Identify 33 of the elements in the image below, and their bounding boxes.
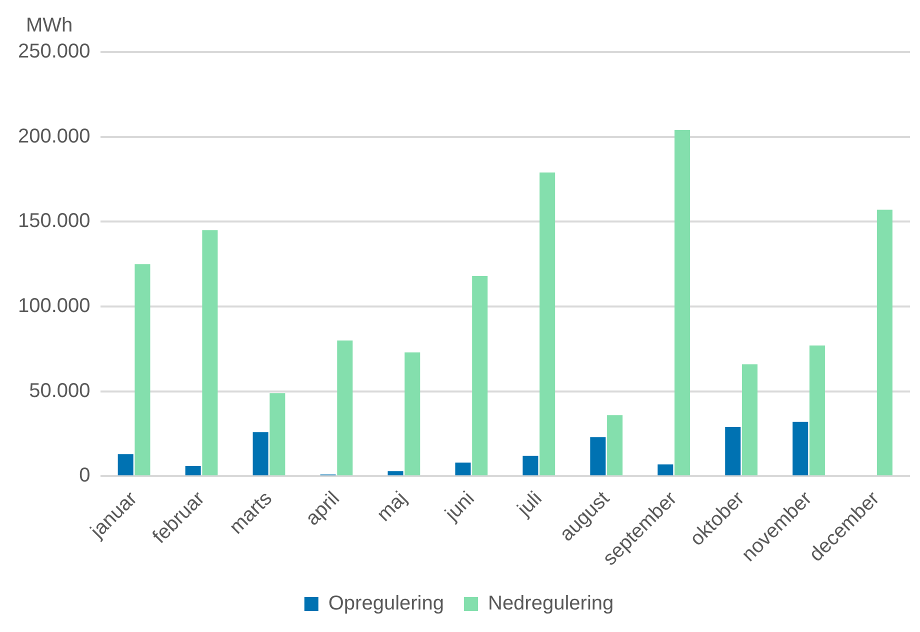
y-tick-label: 50.000 — [29, 380, 90, 402]
bar — [540, 172, 556, 476]
bar — [809, 346, 825, 476]
bar — [590, 437, 606, 476]
y-tick-label: 0 — [79, 464, 90, 487]
bar — [388, 471, 404, 476]
bar — [472, 276, 488, 476]
bar — [522, 456, 538, 476]
y-axis-title: MWh — [26, 14, 73, 37]
bar — [202, 230, 218, 476]
bar — [404, 352, 420, 476]
x-tick-label: maj — [373, 488, 412, 526]
bar — [725, 427, 741, 476]
bar — [607, 415, 623, 476]
bar — [118, 454, 134, 476]
y-tick-label: 100.000 — [18, 295, 90, 318]
bar — [658, 464, 674, 476]
bar — [876, 210, 892, 476]
bar — [455, 462, 471, 476]
legend-label: Opregulering — [328, 592, 444, 615]
bar — [185, 466, 201, 476]
y-tick-label: 150.000 — [18, 210, 90, 232]
bar — [337, 340, 353, 476]
legend-label: Nedregulering — [488, 592, 614, 615]
x-tick-label: juli — [512, 488, 546, 522]
y-tick-label: 250.000 — [18, 40, 90, 63]
bar — [252, 432, 268, 476]
bar — [792, 422, 808, 476]
bar — [134, 264, 150, 476]
bar — [742, 364, 758, 476]
y-tick-label: 200.000 — [18, 125, 90, 148]
bar — [270, 393, 286, 476]
bar — [674, 130, 690, 476]
